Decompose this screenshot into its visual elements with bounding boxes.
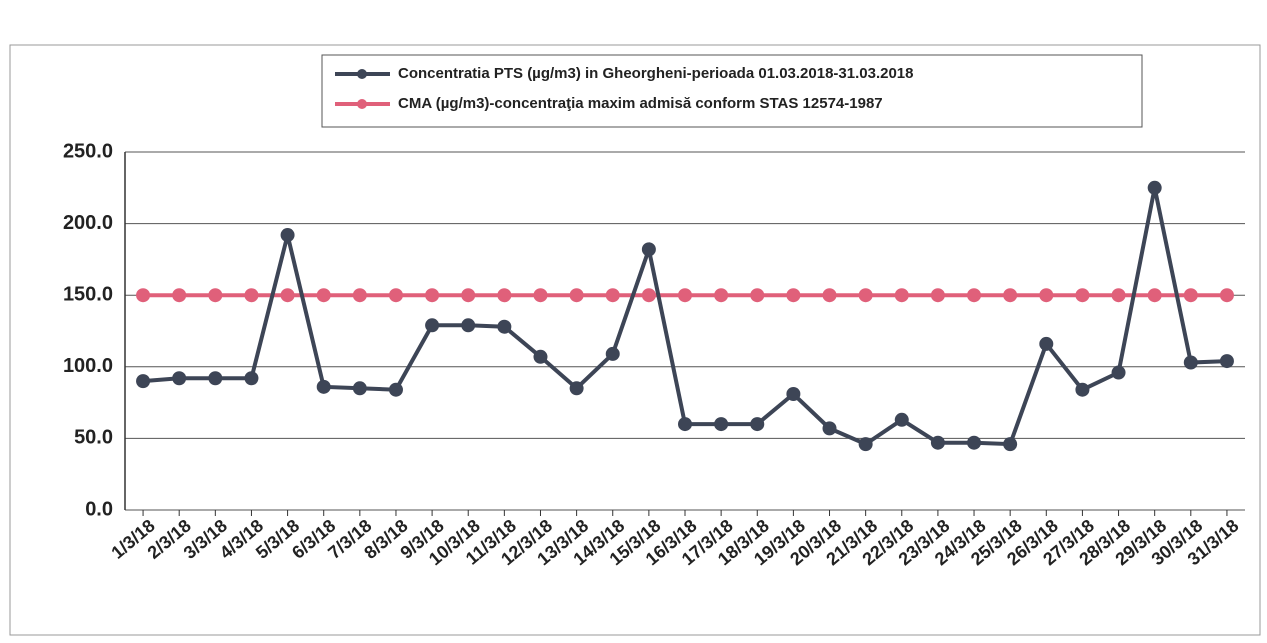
point: [352, 381, 367, 396]
point: [750, 417, 765, 432]
point: [280, 228, 295, 243]
point: [1003, 437, 1018, 452]
point: [930, 288, 945, 303]
point: [678, 417, 692, 432]
point: [208, 288, 223, 303]
chart-frame: [9, 44, 1261, 636]
point: [967, 288, 982, 303]
legend-box: [321, 54, 1143, 128]
legend-marker: [357, 99, 367, 109]
legend-label: Concentratia PTS (µg/m3) in Gheorgheni-p…: [398, 65, 914, 82]
point: [172, 371, 187, 386]
point: [678, 288, 692, 303]
point: [641, 288, 656, 303]
point: [172, 288, 187, 303]
point: [208, 371, 223, 386]
point: [1219, 354, 1234, 369]
y-tick-label: 200.0: [63, 212, 113, 234]
point: [1075, 382, 1090, 397]
point: [497, 319, 512, 334]
point: [136, 374, 151, 389]
y-tick-label: 0.0: [85, 498, 113, 520]
point: [352, 288, 367, 303]
point: [967, 435, 982, 450]
point: [1219, 288, 1234, 303]
legend-label: CMA (µg/m3)-concentraţia maxim admisă co…: [398, 95, 883, 112]
point: [1075, 288, 1090, 303]
point: [388, 288, 403, 303]
point: [1183, 355, 1198, 370]
point: [1147, 288, 1162, 303]
point: [244, 288, 259, 303]
point: [894, 412, 909, 427]
point: [786, 387, 801, 402]
point: [425, 318, 440, 333]
point: [533, 349, 548, 364]
point: [461, 288, 476, 303]
point: [1111, 365, 1126, 380]
point: [569, 381, 584, 396]
point: [316, 288, 331, 303]
point: [1111, 288, 1126, 303]
point: [858, 437, 873, 452]
series-line: [142, 187, 1228, 447]
point: [388, 382, 403, 397]
point: [461, 318, 476, 333]
y-tick-label: 50.0: [74, 427, 113, 449]
legend-marker: [357, 69, 367, 79]
y-tick-label: 250.0: [63, 140, 113, 162]
point: [1147, 180, 1162, 195]
point: [280, 288, 295, 303]
point: [605, 288, 620, 303]
point: [641, 242, 656, 257]
y-tick-label: 150.0: [63, 283, 113, 305]
point: [750, 288, 765, 303]
point: [1183, 288, 1198, 303]
point: [822, 288, 837, 303]
point: [605, 346, 620, 361]
point: [497, 288, 512, 303]
point: [425, 288, 440, 303]
point: [1039, 288, 1054, 303]
point: [858, 288, 873, 303]
point: [136, 288, 151, 303]
point: [822, 421, 837, 436]
point: [714, 288, 729, 303]
point: [244, 371, 259, 386]
point: [786, 288, 801, 303]
y-tick-label: 100.0: [63, 355, 113, 377]
point: [533, 288, 548, 303]
point: [894, 288, 909, 303]
point: [1039, 336, 1054, 351]
point: [569, 288, 584, 303]
point: [316, 379, 331, 394]
point: [930, 435, 945, 450]
point: [1003, 288, 1018, 303]
point: [714, 417, 729, 432]
